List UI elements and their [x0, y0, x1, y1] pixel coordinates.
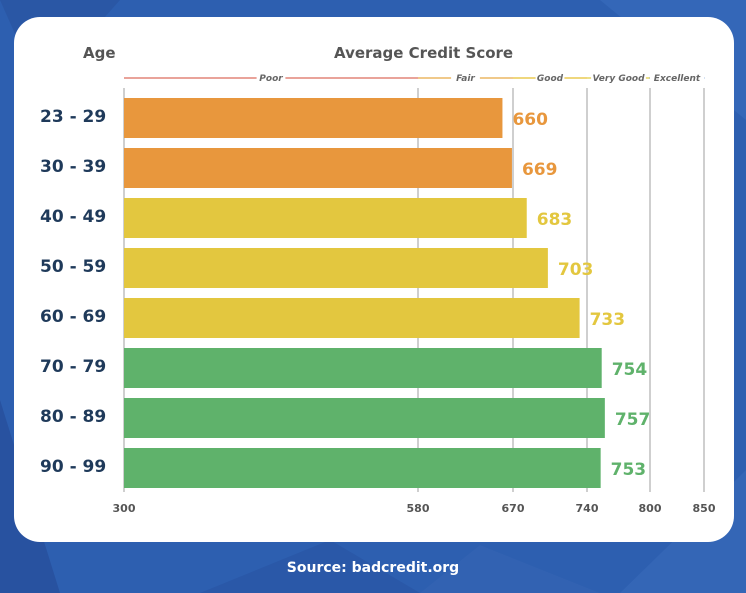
x-tick-label: 580	[407, 502, 430, 515]
bar	[124, 198, 527, 238]
bar-value-label: 733	[590, 310, 626, 330]
bar	[124, 148, 512, 188]
bar	[124, 448, 601, 488]
chart-title: Average Credit Score	[334, 44, 514, 62]
band-label: Poor	[259, 74, 283, 84]
bar-value-label: 757	[615, 410, 651, 430]
source-caption: Source: badcredit.org	[286, 560, 460, 576]
bar	[124, 398, 605, 438]
bar-value-label: 703	[558, 260, 594, 280]
band-label: Very Good	[592, 74, 645, 84]
bar-value-label: 660	[512, 110, 548, 130]
x-tick-label: 740	[576, 502, 599, 515]
age-column-header: Age	[83, 44, 116, 62]
x-tick-label: 800	[639, 502, 662, 515]
age-group-label: 40 - 49	[40, 207, 107, 227]
bar-value-label: 669	[522, 160, 558, 180]
bar	[124, 298, 580, 338]
bar	[124, 248, 548, 288]
age-group-label: 90 - 99	[40, 457, 107, 477]
age-group-label: 60 - 69	[40, 307, 107, 327]
bar	[124, 98, 503, 138]
bar-value-label: 754	[612, 360, 648, 380]
x-tick-label: 850	[693, 502, 716, 515]
x-tick-label: 670	[502, 502, 525, 515]
band-label: Excellent	[654, 74, 701, 84]
band-label: Good	[537, 74, 564, 84]
bar-value-label: 753	[611, 460, 647, 480]
bar-value-label: 683	[537, 210, 573, 230]
x-tick-label: 300	[113, 502, 136, 515]
age-group-label: 30 - 39	[40, 157, 107, 177]
age-group-label: 23 - 29	[40, 107, 107, 127]
age-group-label: 70 - 79	[40, 357, 107, 377]
bar	[124, 348, 602, 388]
band-label: Fair	[456, 74, 475, 84]
age-group-label: 50 - 59	[40, 257, 107, 277]
age-group-label: 80 - 89	[40, 407, 107, 427]
